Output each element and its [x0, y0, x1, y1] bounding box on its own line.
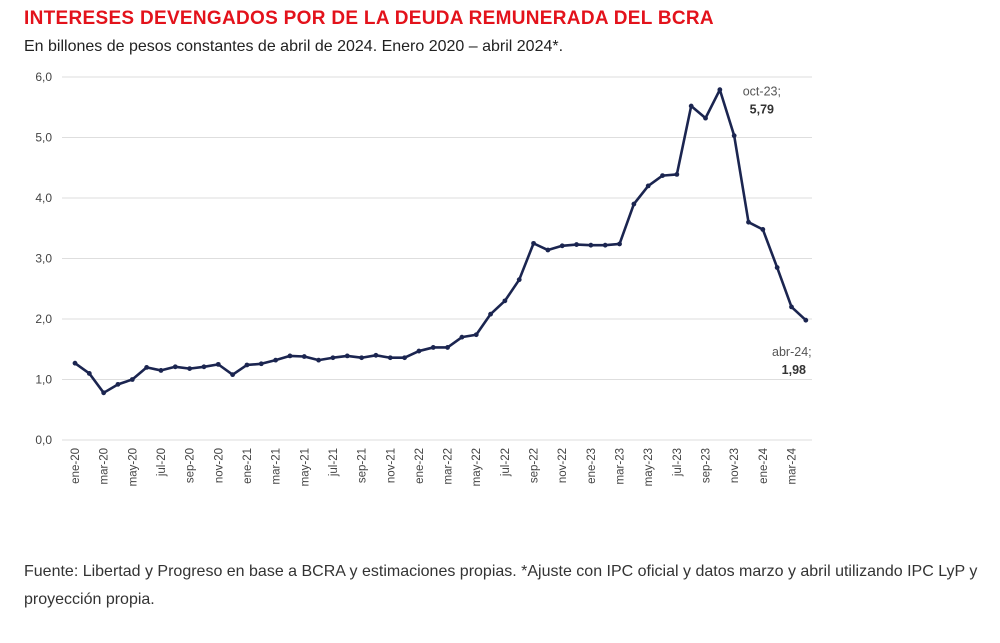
x-tick-label: sep-21 [357, 448, 369, 483]
y-tick-label: 0,0 [35, 433, 52, 447]
x-tick-label: ene-23 [586, 448, 598, 484]
data-point [187, 366, 193, 372]
data-point [215, 361, 221, 367]
data-point [101, 390, 107, 396]
data-point [660, 173, 665, 179]
x-tick-label: jul-22 [500, 448, 512, 477]
data-point [129, 377, 135, 382]
line-chart: 0,0 1,0 2,0 3,0 4,0 5,0 6,0 ene-20 mar-20 may-20 j… [35, 70, 812, 486]
data-point [144, 365, 150, 370]
data-point [803, 317, 809, 323]
x-tick-label: mar-23 [615, 448, 627, 484]
series-line [74, 88, 807, 395]
data-point [373, 352, 379, 358]
data-point [645, 183, 651, 189]
data-point [402, 355, 407, 361]
data-point [473, 332, 479, 338]
x-tick-label: ene-22 [414, 448, 426, 484]
data-point [115, 381, 121, 387]
annotation-value: 5,79 [750, 103, 774, 117]
x-tick-label: ene-21 [242, 448, 254, 484]
data-point [258, 361, 264, 367]
data-point [688, 103, 694, 109]
data-point [574, 242, 579, 247]
x-tick-label: sep-23 [701, 448, 713, 483]
x-tick-label: nov-21 [385, 448, 397, 483]
data-point [617, 241, 622, 247]
x-tick-label: jul-23 [672, 448, 684, 477]
data-point [301, 354, 307, 359]
chart-subtitle: En billones de pesos constantes de abril… [24, 38, 564, 55]
data-point [602, 242, 608, 248]
data-point [287, 353, 293, 359]
data-point [344, 353, 350, 359]
x-tick-label: may-21 [299, 448, 311, 486]
data-point [244, 362, 250, 368]
x-tick-label: may-22 [471, 448, 483, 486]
data-point [488, 311, 493, 317]
x-tick-label: jul-21 [328, 448, 340, 477]
x-tick-label: may-20 [127, 448, 139, 486]
data-point [416, 348, 422, 354]
x-tick-label: ene-24 [758, 447, 770, 483]
annotation-value: 1,98 [782, 363, 806, 377]
data-point [789, 304, 794, 310]
data-point [588, 242, 594, 248]
annotation-label: abr-24; [772, 345, 812, 359]
x-tick-label: sep-20 [185, 448, 197, 483]
x-tick-label: mar-24 [787, 447, 799, 484]
data-point [316, 357, 322, 363]
x-tick-label: sep-22 [529, 448, 541, 483]
x-tick-label: mar-20 [99, 448, 111, 484]
x-tick-label: mar-21 [271, 448, 283, 484]
data-point [731, 133, 737, 139]
data-point [631, 201, 637, 207]
x-tick-label: nov-23 [729, 448, 741, 483]
x-tick-label: nov-20 [213, 448, 225, 483]
annotation-label: oct-23; [743, 85, 781, 99]
y-tick-label: 3,0 [35, 252, 52, 266]
x-tick-label: ene-20 [70, 448, 82, 484]
data-point [158, 368, 164, 373]
data-point [516, 277, 522, 283]
data-point [459, 334, 465, 340]
data-point [72, 360, 78, 366]
y-tick-label: 5,0 [35, 131, 52, 145]
data-point [502, 298, 508, 304]
data-point [387, 355, 393, 361]
data-point [273, 357, 279, 363]
y-tick-label: 1,0 [35, 373, 52, 387]
data-point [774, 265, 780, 270]
data-point [201, 364, 207, 370]
y-tick-label: 6,0 [35, 70, 52, 84]
data-point [674, 172, 680, 177]
data-point [559, 243, 565, 249]
source-note: Fuente: Libertad y Progreso en base a BC… [24, 563, 978, 608]
x-tick-label: may-23 [643, 448, 655, 486]
data-point [703, 115, 708, 121]
data-point [230, 372, 236, 378]
chart-title: INTERESES DEVENGADOS POR DE LA DEUDA REM… [24, 8, 714, 29]
x-tick-label: jul-20 [156, 448, 168, 477]
data-point [545, 247, 551, 253]
data-point [359, 355, 364, 361]
data-point [746, 219, 751, 225]
data-point [717, 87, 723, 93]
data-point [330, 355, 336, 361]
data-point [172, 364, 178, 370]
x-tick-label: nov-22 [557, 448, 569, 483]
data-point [445, 345, 450, 350]
y-tick-label: 2,0 [35, 312, 52, 326]
data-point [760, 227, 766, 232]
y-tick-label: 4,0 [35, 191, 52, 205]
data-point [86, 371, 92, 376]
data-point [531, 240, 536, 246]
x-tick-label: mar-22 [443, 448, 455, 484]
data-point [430, 345, 436, 350]
